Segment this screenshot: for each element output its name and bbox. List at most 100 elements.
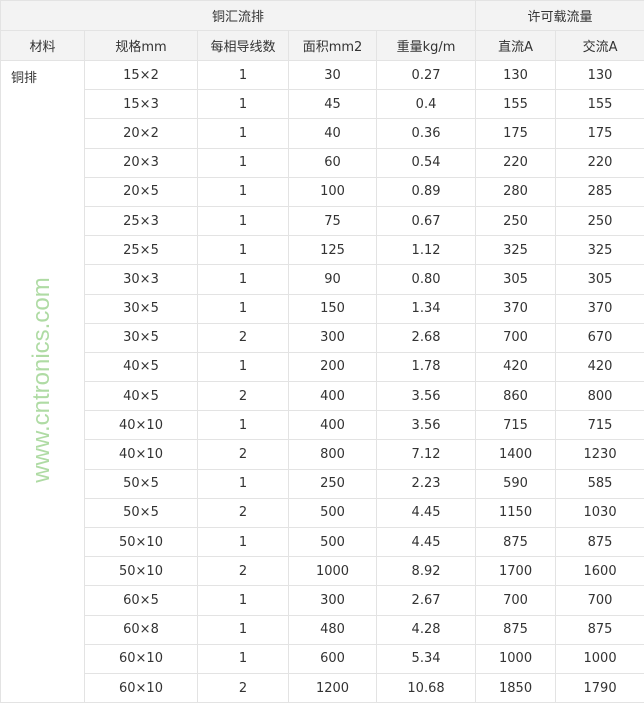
table-cell: 1700 xyxy=(476,557,556,586)
table-cell: 1000 xyxy=(289,557,377,586)
table-cell: 715 xyxy=(476,411,556,440)
table-cell: 20×2 xyxy=(85,119,198,148)
table-cell: 250 xyxy=(289,469,377,498)
table-cell: 325 xyxy=(556,236,644,265)
table-cell: 1030 xyxy=(556,498,644,527)
table-cell: 875 xyxy=(556,528,644,557)
table-cell: 155 xyxy=(476,90,556,119)
table-cell: 370 xyxy=(476,294,556,323)
table-cell: 590 xyxy=(476,469,556,498)
table-cell: 800 xyxy=(289,440,377,469)
column-header: 规格mm xyxy=(85,31,198,61)
table-cell: 25×3 xyxy=(85,206,198,235)
table-cell: 1 xyxy=(198,177,289,206)
column-header: 交流A xyxy=(556,31,644,61)
column-header: 面积mm2 xyxy=(289,31,377,61)
table-cell: 2 xyxy=(198,323,289,352)
table-cell: 1 xyxy=(198,294,289,323)
table-cell: 90 xyxy=(289,265,377,294)
table-cell: 40×5 xyxy=(85,382,198,411)
table-cell: 20×5 xyxy=(85,177,198,206)
table-cell: 700 xyxy=(476,323,556,352)
table-cell: 860 xyxy=(476,382,556,411)
table-cell: 220 xyxy=(556,148,644,177)
table-cell: 175 xyxy=(556,119,644,148)
table-cell: 480 xyxy=(289,615,377,644)
table-cell: 250 xyxy=(556,206,644,235)
table-cell: 60 xyxy=(289,148,377,177)
table-cell: 175 xyxy=(476,119,556,148)
table-cell: 1.78 xyxy=(377,352,476,381)
table-cell: 4.28 xyxy=(377,615,476,644)
column-header: 直流A xyxy=(476,31,556,61)
table-cell: 285 xyxy=(556,177,644,206)
table-cell: 30×5 xyxy=(85,323,198,352)
table-cell: 50×10 xyxy=(85,557,198,586)
table-cell: 1 xyxy=(198,61,289,90)
table-cell: 1200 xyxy=(289,673,377,702)
column-header: 每相导线数 xyxy=(198,31,289,61)
table-cell: 1000 xyxy=(476,644,556,673)
table-cell: 875 xyxy=(476,528,556,557)
table-cell: 1.12 xyxy=(377,236,476,265)
header-allowable-current: 许可载流量 xyxy=(476,1,644,31)
table-cell: 1 xyxy=(198,469,289,498)
table-cell: 715 xyxy=(556,411,644,440)
table-cell: 15×2 xyxy=(85,61,198,90)
table-cell: 5.34 xyxy=(377,644,476,673)
column-header: 重量kg/m xyxy=(377,31,476,61)
table-cell: 1 xyxy=(198,90,289,119)
table-cell: 420 xyxy=(556,352,644,381)
table-cell: 1400 xyxy=(476,440,556,469)
table-cell: 30 xyxy=(289,61,377,90)
table-cell: 1 xyxy=(198,644,289,673)
table-cell: 15×3 xyxy=(85,90,198,119)
table-cell: 500 xyxy=(289,528,377,557)
table-cell: 300 xyxy=(289,323,377,352)
table-cell: 50×5 xyxy=(85,498,198,527)
table-cell: 500 xyxy=(289,498,377,527)
table-cell: 3.56 xyxy=(377,411,476,440)
table-cell: 0.54 xyxy=(377,148,476,177)
table-cell: 585 xyxy=(556,469,644,498)
table-cell: 100 xyxy=(289,177,377,206)
table-cell: 40×10 xyxy=(85,440,198,469)
table-cell: 0.27 xyxy=(377,61,476,90)
table-cell: 60×10 xyxy=(85,673,198,702)
table-cell: 1 xyxy=(198,411,289,440)
table-cell: 1 xyxy=(198,265,289,294)
table-cell: 0.36 xyxy=(377,119,476,148)
table-cell: 25×5 xyxy=(85,236,198,265)
table-cell: 30×3 xyxy=(85,265,198,294)
table-cell: 40×5 xyxy=(85,352,198,381)
table-cell: 40×10 xyxy=(85,411,198,440)
header-copper-busbar: 铜汇流排 xyxy=(1,1,476,31)
table-cell: 220 xyxy=(476,148,556,177)
table-cell: 1600 xyxy=(556,557,644,586)
table-cell: 1150 xyxy=(476,498,556,527)
table-cell: 0.80 xyxy=(377,265,476,294)
table-cell: 75 xyxy=(289,206,377,235)
table-cell: 1 xyxy=(198,119,289,148)
table-cell: 1230 xyxy=(556,440,644,469)
table-cell: 4.45 xyxy=(377,498,476,527)
table-cell: 1000 xyxy=(556,644,644,673)
table-cell: 0.89 xyxy=(377,177,476,206)
table-cell: 1 xyxy=(198,586,289,615)
table-cell: 0.4 xyxy=(377,90,476,119)
